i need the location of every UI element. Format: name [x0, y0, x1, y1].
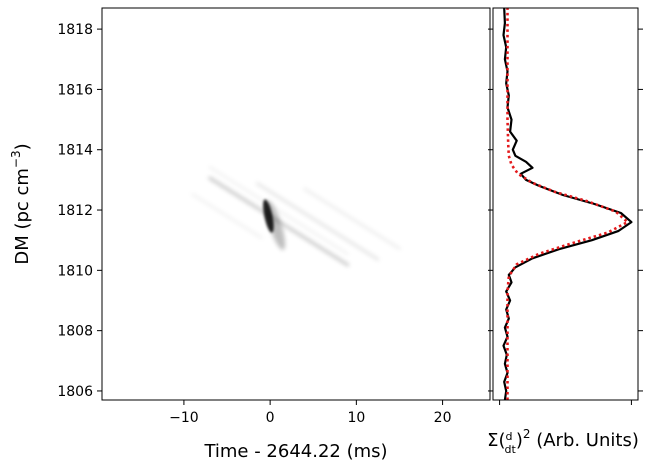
- profile-x-axis-label: Σ(d dt)2 (Arb. Units): [487, 427, 639, 456]
- profile-measured-line: [502, 7, 633, 401]
- heatmap-y-axis-label: DM (pc cm−3): [9, 143, 33, 264]
- profile-y-ticks: [488, 28, 643, 392]
- heatmap-streak: [255, 182, 380, 261]
- heatmap-panel: −10 0 10 20 1806 1808 1810 1812 1814 1816 1818 Ti…: [9, 7, 491, 462]
- profile-background: [493, 8, 638, 400]
- heatmap-background: [102, 8, 490, 400]
- heatmap-y-tick-label: 1812: [57, 203, 93, 219]
- heatmap-peak-halo: [265, 200, 286, 250]
- heatmap-y-tick-label: 1810: [57, 263, 93, 279]
- heatmap-y-tick-label: 1818: [57, 22, 93, 38]
- heatmap-x-axis-label: Time - 2644.22 (ms): [203, 441, 387, 462]
- heatmap-streak: [303, 187, 401, 250]
- profile-lines: [502, 7, 633, 401]
- heatmap-x-tick-label: −10: [169, 410, 199, 426]
- heatmap-marks: [191, 134, 401, 322]
- profile-fit-line: [506, 8, 629, 400]
- heatmap-x-ticks: −10 0 10 20: [169, 400, 451, 426]
- heatmap-x-tick-label: 20: [434, 410, 452, 426]
- heatmap-y-tick-label: 1806: [57, 384, 93, 400]
- heatmap-x-tick-label: 0: [266, 410, 275, 426]
- heatmap-y-tick-label: 1808: [57, 324, 93, 340]
- profile-x-ticks: [499, 400, 632, 405]
- heatmap-x-tick-label: 10: [347, 410, 365, 426]
- heatmap-y-ticks: 1806 1808 1810 1812 1814 1816 1818: [57, 22, 102, 400]
- heatmap-y-tick-label: 1816: [57, 82, 93, 98]
- profile-frame: [492, 7, 639, 401]
- heatmap-frame: [101, 7, 491, 401]
- profile-panel: Σ(d dt)2 (Arb. Units): [487, 7, 643, 456]
- heatmap-y-tick-label: 1814: [57, 143, 93, 159]
- heatmap-streak: [191, 193, 263, 240]
- heatmap-streak: [208, 166, 349, 256]
